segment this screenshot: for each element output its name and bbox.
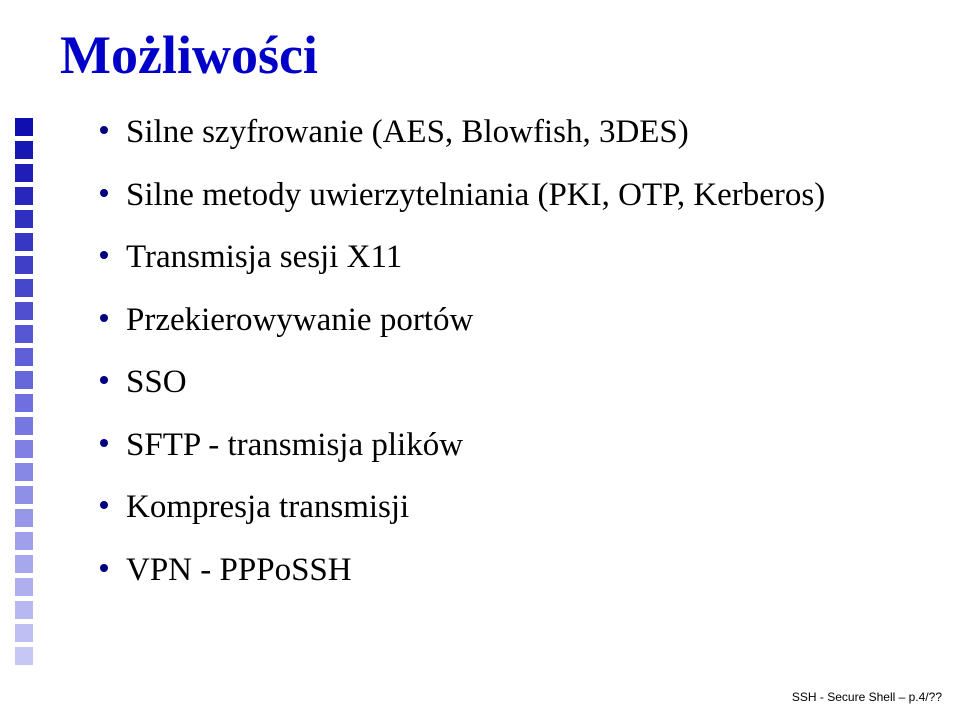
decorative-square <box>15 348 33 366</box>
list-item-label: Transmisja sesji X11 <box>126 235 402 280</box>
decorative-square <box>15 210 33 228</box>
decorative-square <box>15 647 33 665</box>
decorative-square <box>15 624 33 642</box>
list-item-label: Silne szyfrowanie (AES, Blowfish, 3DES) <box>126 110 689 155</box>
decorative-square <box>15 532 33 550</box>
list-item-label: SFTP - transmisja plików <box>126 423 463 468</box>
decorative-square <box>15 417 33 435</box>
slide-footer: SSH - Secure Shell – p.4/?? <box>792 690 942 704</box>
bullet-list: Silne szyfrowanie (AES, Blowfish, 3DES) S… <box>100 110 930 610</box>
decorative-square <box>15 302 33 320</box>
decorative-square <box>15 555 33 573</box>
decorative-square <box>15 394 33 412</box>
list-item: Transmisja sesji X11 <box>100 235 930 280</box>
bullet-dot-icon <box>100 314 108 322</box>
decorative-square <box>15 325 33 343</box>
decorative-square <box>15 233 33 251</box>
list-item: SFTP - transmisja plików <box>100 423 930 468</box>
bullet-dot-icon <box>100 251 108 259</box>
list-item: Kompresja transmisji <box>100 485 930 530</box>
list-item-label: Silne metody uwierzytelniania (PKI, OTP,… <box>126 173 825 218</box>
decorative-square <box>15 141 33 159</box>
decorative-square <box>15 256 33 274</box>
list-item-label: VPN - PPPoSSH <box>126 548 352 593</box>
slide: Możliwości Silne szyfrowanie (AES, Blowf… <box>0 0 960 718</box>
list-item-label: SSO <box>126 360 187 405</box>
decorative-square <box>15 187 33 205</box>
bullet-dot-icon <box>100 564 108 572</box>
list-item-label: Kompresja transmisji <box>126 485 409 530</box>
bullet-dot-icon <box>100 126 108 134</box>
list-item: Silne szyfrowanie (AES, Blowfish, 3DES) <box>100 110 930 155</box>
decorative-square <box>15 279 33 297</box>
bullet-dot-icon <box>100 501 108 509</box>
list-item: Silne metody uwierzytelniania (PKI, OTP,… <box>100 173 930 218</box>
decorative-square <box>15 463 33 481</box>
decorative-square <box>15 486 33 504</box>
decorative-square <box>15 164 33 182</box>
list-item-label: Przekierowywanie portów <box>126 298 473 343</box>
side-gradient-squares <box>15 118 33 670</box>
decorative-square <box>15 371 33 389</box>
decorative-square <box>15 440 33 458</box>
bullet-dot-icon <box>100 439 108 447</box>
list-item: VPN - PPPoSSH <box>100 548 930 593</box>
decorative-square <box>15 578 33 596</box>
bullet-dot-icon <box>100 376 108 384</box>
list-item: SSO <box>100 360 930 405</box>
list-item: Przekierowywanie portów <box>100 298 930 343</box>
decorative-square <box>15 601 33 619</box>
decorative-square <box>15 509 33 527</box>
bullet-dot-icon <box>100 189 108 197</box>
page-title: Możliwości <box>60 24 318 86</box>
decorative-square <box>15 118 33 136</box>
